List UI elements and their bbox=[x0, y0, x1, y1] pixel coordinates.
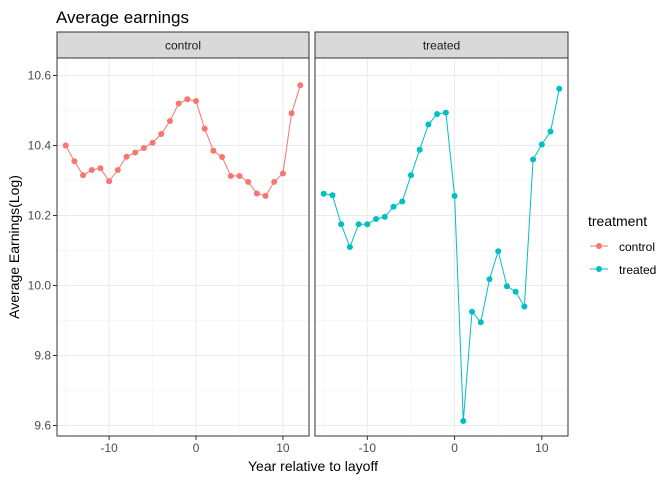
legend-title: treatment bbox=[588, 213, 647, 229]
data-point-control bbox=[201, 125, 208, 132]
data-point-treated bbox=[390, 203, 397, 210]
data-point-control bbox=[175, 100, 182, 107]
y-tick-label: 10.4 bbox=[28, 139, 52, 153]
data-point-control bbox=[71, 158, 78, 165]
strip-label-control: control bbox=[165, 39, 201, 53]
data-point-treated bbox=[451, 192, 458, 199]
legend-label-control: control bbox=[619, 240, 655, 254]
data-point-treated bbox=[381, 213, 388, 220]
x-tick-label: 10 bbox=[276, 441, 290, 455]
x-tick-label: -10 bbox=[100, 441, 118, 455]
data-point-treated bbox=[434, 111, 441, 117]
x-tick-label: 0 bbox=[451, 441, 458, 455]
data-point-control bbox=[262, 192, 269, 199]
legend-item-treated: treated bbox=[590, 263, 656, 277]
data-point-control bbox=[97, 165, 104, 172]
data-point-control bbox=[149, 139, 156, 146]
y-tick-label: 10.6 bbox=[28, 69, 52, 83]
x-axis: -10 0 10 -10 0 10 bbox=[100, 436, 549, 455]
data-point-control bbox=[184, 96, 191, 103]
series-line-control bbox=[65, 85, 301, 197]
plot-area-treated bbox=[315, 58, 568, 436]
y-axis-title: Average Earnings(Log) bbox=[6, 175, 22, 319]
legend: treatment control treated bbox=[588, 213, 656, 277]
data-point-treated bbox=[460, 417, 467, 424]
data-point-treated bbox=[521, 303, 528, 310]
data-point-control bbox=[166, 118, 173, 124]
data-point-control bbox=[279, 170, 286, 177]
data-point-control bbox=[271, 178, 278, 185]
data-point-treated bbox=[373, 216, 380, 222]
data-point-control bbox=[210, 147, 217, 154]
data-point-treated bbox=[477, 319, 484, 326]
data-point-treated bbox=[547, 128, 554, 135]
y-axis: 9.6 9.8 10.0 10.2 10.4 10.6 bbox=[28, 69, 57, 433]
series-treated bbox=[320, 85, 563, 424]
series-control bbox=[62, 82, 304, 199]
panel-border-control bbox=[56, 57, 310, 437]
data-point-control bbox=[288, 110, 295, 117]
data-point-control bbox=[236, 172, 243, 179]
data-point-control bbox=[158, 130, 165, 137]
data-point-treated bbox=[442, 109, 449, 116]
data-point-control bbox=[245, 178, 252, 185]
data-point-control bbox=[88, 167, 95, 173]
data-point-treated bbox=[346, 244, 353, 250]
data-point-control bbox=[106, 178, 113, 185]
data-point-control bbox=[193, 98, 200, 105]
legend-item-control: control bbox=[590, 240, 655, 254]
data-point-control bbox=[62, 142, 69, 149]
y-tick-label: 9.8 bbox=[34, 349, 51, 363]
data-point-control bbox=[80, 172, 87, 179]
x-tick-label: 10 bbox=[535, 441, 549, 455]
data-point-treated bbox=[503, 283, 510, 290]
legend-point-treated bbox=[596, 266, 602, 272]
data-point-control bbox=[123, 153, 130, 160]
y-tick-label: 9.6 bbox=[34, 419, 51, 433]
data-point-treated bbox=[425, 121, 432, 128]
data-point-treated bbox=[469, 308, 476, 315]
strip-label-treated: treated bbox=[423, 39, 460, 53]
data-point-treated bbox=[407, 172, 414, 179]
data-point-control bbox=[114, 167, 121, 173]
legend-label-treated: treated bbox=[619, 263, 656, 277]
series-line-treated bbox=[323, 88, 560, 422]
grid-treated bbox=[315, 58, 568, 436]
data-point-treated bbox=[329, 192, 336, 199]
data-point-control bbox=[219, 154, 226, 161]
data-point-treated bbox=[338, 221, 345, 228]
data-point-treated bbox=[416, 146, 423, 153]
data-point-treated bbox=[320, 190, 327, 197]
data-point-control bbox=[132, 149, 139, 156]
grid-control bbox=[57, 58, 309, 436]
x-axis-title: Year relative to layoff bbox=[248, 458, 378, 474]
data-point-treated bbox=[556, 85, 563, 92]
data-point-control bbox=[253, 190, 260, 197]
data-point-treated bbox=[495, 248, 502, 255]
panel-treated: treated bbox=[314, 31, 569, 437]
panel-control: control bbox=[56, 31, 310, 437]
y-tick-label: 10.0 bbox=[28, 279, 52, 293]
plot-area-control bbox=[57, 58, 309, 436]
y-tick-label: 10.2 bbox=[28, 209, 52, 223]
panel-border-treated bbox=[314, 57, 569, 437]
data-point-control bbox=[227, 172, 234, 179]
data-point-treated bbox=[364, 221, 371, 228]
strip-control bbox=[56, 31, 310, 59]
data-point-treated bbox=[538, 141, 545, 148]
data-point-control bbox=[140, 144, 147, 151]
x-tick-label: -10 bbox=[359, 441, 377, 455]
legend-point-control bbox=[596, 243, 602, 249]
data-point-treated bbox=[530, 156, 537, 163]
data-point-treated bbox=[512, 288, 519, 295]
data-point-treated bbox=[355, 221, 362, 228]
x-tick-label: 0 bbox=[193, 441, 200, 455]
chart-title: Average earnings bbox=[56, 8, 189, 27]
data-point-control bbox=[297, 82, 304, 89]
data-point-treated bbox=[399, 198, 406, 205]
data-point-treated bbox=[486, 276, 493, 283]
